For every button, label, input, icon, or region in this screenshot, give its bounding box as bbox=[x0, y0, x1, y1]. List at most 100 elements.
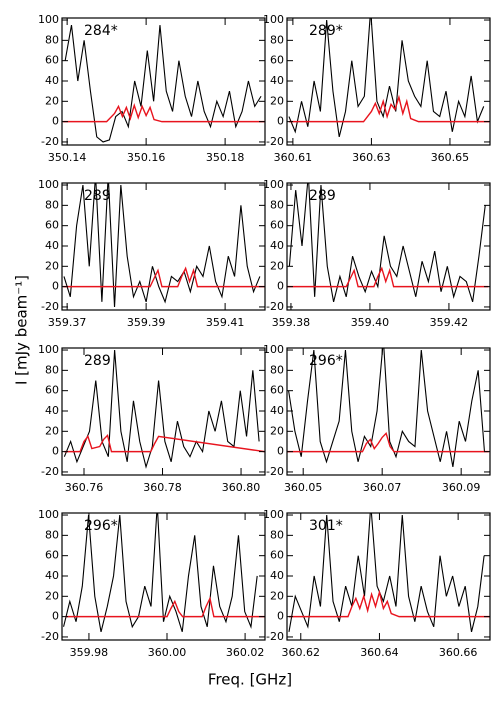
x-tick-label: 350.16 bbox=[127, 151, 166, 164]
y-tick-label: 100 bbox=[263, 508, 284, 521]
spectrum-line bbox=[63, 349, 260, 469]
x-tick-label: 360.07 bbox=[363, 481, 402, 494]
plot-area bbox=[63, 183, 265, 307]
x-axis-label: Freq. [GHz] bbox=[208, 671, 292, 689]
panel-frame bbox=[61, 182, 266, 311]
x-tick-label: 360.00 bbox=[148, 646, 187, 659]
y-tick-label: 80 bbox=[270, 528, 284, 541]
spectrum-line bbox=[63, 183, 261, 307]
y-tick-label: 20 bbox=[45, 259, 59, 272]
spectrum-line bbox=[287, 431, 489, 453]
panel-frame bbox=[61, 347, 266, 476]
y-tick-label: 60 bbox=[270, 384, 284, 397]
x-tick-label: 360.05 bbox=[284, 481, 323, 494]
x-tick-label: 359.98 bbox=[70, 646, 109, 659]
y-tick-label: 40 bbox=[270, 239, 284, 252]
panel: -20 0 20 40 60 80 100 360.76 360.78 360.80 289 bbox=[38, 343, 266, 494]
spectrum-line bbox=[288, 589, 490, 618]
y-tick-label: 40 bbox=[270, 569, 284, 582]
y-tick-label: 60 bbox=[45, 384, 59, 397]
plot-area bbox=[287, 348, 489, 467]
panel-frame bbox=[61, 17, 266, 146]
x-tick-label: 350.18 bbox=[206, 151, 245, 164]
y-tick-label: 60 bbox=[270, 549, 284, 562]
y-tick-label: 60 bbox=[270, 54, 284, 67]
y-tick-label: 80 bbox=[45, 198, 59, 211]
spectrum-line bbox=[288, 183, 486, 303]
x-tick-label: 360.61 bbox=[274, 151, 313, 164]
x-tick-label: 360.66 bbox=[439, 646, 478, 659]
panel-label: 296* bbox=[309, 353, 343, 369]
y-tick-label: 0 bbox=[277, 445, 284, 458]
x-tick-label: 359.38 bbox=[272, 316, 311, 329]
x-tick-label: 360.80 bbox=[222, 481, 261, 494]
y-tick-label: 60 bbox=[45, 549, 59, 562]
y-tick-label: 0 bbox=[277, 280, 284, 293]
x-tick-label: 360.76 bbox=[65, 481, 104, 494]
y-tick-label: 100 bbox=[263, 13, 284, 26]
panel-label: 284* bbox=[84, 23, 118, 39]
x-tick-label: 359.39 bbox=[127, 316, 166, 329]
panel-label: 289 bbox=[84, 353, 111, 369]
y-tick-label: 40 bbox=[45, 74, 59, 87]
y-tick-label: 80 bbox=[270, 198, 284, 211]
y-tick-label: -20 bbox=[41, 300, 59, 313]
y-tick-label: -20 bbox=[266, 135, 284, 148]
y-tick-label: 100 bbox=[263, 178, 284, 191]
y-tick-label: 100 bbox=[38, 13, 59, 26]
plot-area bbox=[287, 183, 489, 303]
spectrum-line bbox=[64, 25, 262, 143]
spectrum-line bbox=[63, 513, 258, 633]
x-tick-label: 360.63 bbox=[352, 151, 391, 164]
y-tick-label: 60 bbox=[45, 54, 59, 67]
x-tick-label: 359.37 bbox=[48, 316, 87, 329]
x-tick-label: 360.02 bbox=[226, 646, 265, 659]
y-axis-label: I [mJy beam⁻¹] bbox=[13, 275, 31, 385]
panel-frame bbox=[286, 347, 491, 476]
y-tick-label: 0 bbox=[52, 280, 59, 293]
x-tick-label: 360.62 bbox=[282, 646, 321, 659]
y-tick-label: 20 bbox=[270, 94, 284, 107]
y-tick-label: 20 bbox=[45, 94, 59, 107]
y-tick-label: 80 bbox=[45, 33, 59, 46]
panel-label: 289* bbox=[309, 23, 343, 39]
y-tick-label: 40 bbox=[45, 404, 59, 417]
y-tick-label: 100 bbox=[38, 508, 59, 521]
y-tick-label: 0 bbox=[52, 115, 59, 128]
x-tick-label: 359.41 bbox=[206, 316, 245, 329]
panel: -20 0 20 40 60 80 100 359.37 359.39 359.41 289 bbox=[38, 178, 266, 329]
panel-frame bbox=[286, 512, 491, 641]
y-tick-label: 40 bbox=[45, 569, 59, 582]
y-tick-label: 100 bbox=[263, 343, 284, 356]
spectrum-line bbox=[288, 348, 486, 467]
plot-area bbox=[288, 513, 490, 633]
y-tick-label: -20 bbox=[266, 630, 284, 643]
spectrum-line bbox=[288, 18, 485, 138]
y-tick-label: 20 bbox=[45, 589, 59, 602]
y-tick-label: 40 bbox=[45, 239, 59, 252]
spectrum-line bbox=[65, 596, 265, 618]
y-tick-label: 40 bbox=[270, 404, 284, 417]
panel: -20 0 20 40 60 80 100 360.61 360.63 360.65 289* bbox=[263, 13, 491, 164]
panel: -20 0 20 40 60 80 100 359.38 359.40 359.42 289 bbox=[263, 178, 491, 329]
y-tick-label: -20 bbox=[41, 630, 59, 643]
y-tick-label: 100 bbox=[38, 178, 59, 191]
y-tick-label: -20 bbox=[41, 465, 59, 478]
y-tick-label: 0 bbox=[52, 445, 59, 458]
plot-area bbox=[63, 25, 265, 143]
x-tick-label: 360.64 bbox=[360, 646, 399, 659]
y-tick-label: -20 bbox=[266, 465, 284, 478]
plot-area bbox=[63, 349, 265, 469]
panel-frame bbox=[286, 17, 491, 146]
y-tick-label: 0 bbox=[52, 610, 59, 623]
y-tick-label: 20 bbox=[270, 259, 284, 272]
y-tick-label: 0 bbox=[277, 610, 284, 623]
spectrum-line bbox=[63, 266, 265, 288]
y-tick-label: 100 bbox=[38, 343, 59, 356]
x-tick-label: 360.09 bbox=[442, 481, 481, 494]
panel-label: 289 bbox=[309, 188, 336, 204]
x-tick-label: 360.65 bbox=[431, 151, 470, 164]
plot-area bbox=[288, 18, 490, 138]
y-tick-label: 80 bbox=[270, 363, 284, 376]
y-tick-label: 80 bbox=[45, 528, 59, 541]
